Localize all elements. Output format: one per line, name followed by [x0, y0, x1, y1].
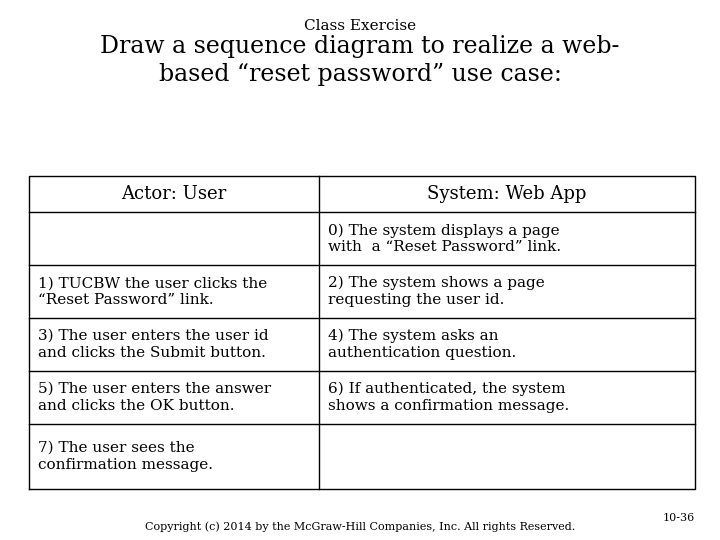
Text: 2) The system shows a page
requesting the user id.: 2) The system shows a page requesting th… [328, 276, 544, 307]
Text: Copyright (c) 2014 by the McGraw-Hill Companies, Inc. All rights Reserved.: Copyright (c) 2014 by the McGraw-Hill Co… [145, 521, 575, 532]
Text: 4) The system asks an
authentication question.: 4) The system asks an authentication que… [328, 329, 516, 360]
Text: System: Web App: System: Web App [427, 185, 586, 203]
Text: Draw a sequence diagram to realize a web-
based “reset password” use case:: Draw a sequence diagram to realize a web… [100, 35, 620, 86]
Text: 6) If authenticated, the system
shows a confirmation message.: 6) If authenticated, the system shows a … [328, 382, 569, 413]
Text: Class Exercise: Class Exercise [304, 19, 416, 33]
Text: 10-36: 10-36 [662, 514, 695, 523]
Text: Actor: User: Actor: User [121, 185, 226, 203]
Text: 3) The user enters the user id
and clicks the Submit button.: 3) The user enters the user id and click… [38, 329, 269, 360]
Text: 7) The user sees the
confirmation message.: 7) The user sees the confirmation messag… [38, 441, 213, 471]
Text: 5) The user enters the answer
and clicks the OK button.: 5) The user enters the answer and clicks… [38, 382, 271, 413]
Text: 0) The system displays a page
with  a “Reset Password” link.: 0) The system displays a page with a “Re… [328, 223, 561, 254]
Text: 1) TUCBW the user clicks the
“Reset Password” link.: 1) TUCBW the user clicks the “Reset Pass… [38, 276, 267, 307]
